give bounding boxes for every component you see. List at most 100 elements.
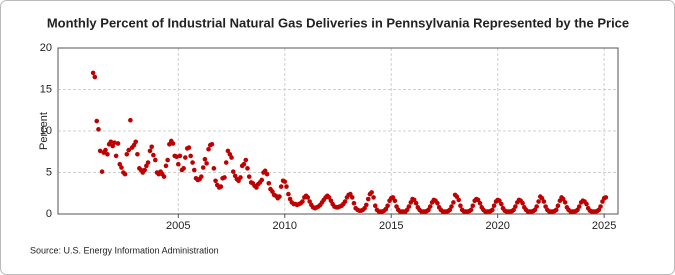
data-point xyxy=(435,200,440,206)
data-point xyxy=(145,160,151,165)
y-tick-label: 0 xyxy=(46,208,52,220)
data-point xyxy=(245,166,250,171)
data-point xyxy=(390,195,396,200)
data-point xyxy=(560,196,566,202)
data-point xyxy=(553,207,559,213)
data-point xyxy=(183,155,188,160)
data-point xyxy=(372,203,378,208)
x-tick-label: 2010 xyxy=(273,220,297,232)
data-point xyxy=(90,70,96,76)
data-point xyxy=(451,200,456,205)
data-point xyxy=(598,204,603,209)
data-point xyxy=(126,147,131,153)
data-point xyxy=(119,165,124,170)
data-point xyxy=(113,153,119,159)
data-point xyxy=(206,146,211,152)
data-point xyxy=(499,201,504,207)
data-point xyxy=(259,177,265,183)
data-point xyxy=(200,165,206,170)
data-point xyxy=(497,198,502,204)
data-point xyxy=(188,153,193,159)
data-point xyxy=(170,141,176,146)
x-tick-label: 2025 xyxy=(592,220,616,232)
data-point xyxy=(153,157,158,163)
data-point xyxy=(163,163,169,169)
data-point xyxy=(262,168,268,174)
source-note: Source: U.S. Energy Information Administ… xyxy=(30,245,219,255)
data-point xyxy=(326,195,332,200)
x-tick-label: 2015 xyxy=(379,220,403,232)
data-point xyxy=(230,169,236,174)
data-point xyxy=(406,204,412,209)
data-point xyxy=(112,140,117,145)
data-point xyxy=(92,74,98,80)
data-point xyxy=(97,148,103,154)
data-point xyxy=(411,197,417,203)
data-point xyxy=(103,147,108,153)
data-point xyxy=(454,194,460,199)
data-point xyxy=(603,195,609,200)
data-point xyxy=(241,161,247,167)
data-point xyxy=(135,151,140,157)
y-tick-label: 15 xyxy=(40,83,52,95)
data-point xyxy=(128,117,133,123)
data-point xyxy=(562,200,568,205)
data-point xyxy=(177,153,183,159)
data-point xyxy=(342,199,348,204)
data-point xyxy=(385,203,390,208)
data-point xyxy=(513,204,518,209)
data-point xyxy=(218,184,224,189)
data-point xyxy=(458,203,463,208)
data-point xyxy=(211,166,217,171)
data-point xyxy=(236,178,241,184)
data-point xyxy=(222,175,227,180)
data-point xyxy=(456,197,462,203)
data-point xyxy=(204,161,209,166)
data-point xyxy=(190,160,195,165)
data-point xyxy=(491,203,497,208)
x-tick-label: 2005 xyxy=(166,220,190,232)
data-point xyxy=(536,199,541,204)
data-point xyxy=(490,207,495,213)
data-point xyxy=(149,144,154,150)
plot-border xyxy=(57,47,619,215)
data-point xyxy=(246,174,252,179)
data-point xyxy=(96,127,101,132)
y-tick-label: 10 xyxy=(40,125,52,137)
data-point xyxy=(99,169,105,174)
data-point xyxy=(209,141,215,147)
data-point xyxy=(181,166,186,171)
data-point xyxy=(108,139,114,145)
data-point xyxy=(277,194,282,199)
data-point xyxy=(199,174,204,179)
data-point xyxy=(305,195,311,200)
data-point xyxy=(266,180,272,186)
data-point xyxy=(470,203,476,208)
data-point xyxy=(213,178,218,184)
data-point xyxy=(243,157,249,163)
data-point xyxy=(133,139,139,145)
data-point xyxy=(348,191,353,197)
data-point xyxy=(225,148,231,154)
data-point xyxy=(520,200,525,206)
data-point xyxy=(282,179,288,184)
data-point xyxy=(167,141,172,147)
data-point xyxy=(539,195,545,201)
data-point xyxy=(351,200,357,206)
data-point xyxy=(365,196,371,202)
data-point xyxy=(371,195,376,200)
data-point xyxy=(584,201,589,207)
data-point xyxy=(392,198,398,204)
data-point xyxy=(147,148,153,154)
data-point xyxy=(427,204,433,209)
y-axis-label: Percent xyxy=(38,112,50,150)
data-point xyxy=(475,197,481,203)
data-point xyxy=(369,190,374,195)
data-point xyxy=(124,151,130,157)
data-point xyxy=(223,160,229,165)
data-point xyxy=(286,191,291,197)
x-tick-label: 2020 xyxy=(485,220,509,232)
data-point xyxy=(264,171,270,177)
